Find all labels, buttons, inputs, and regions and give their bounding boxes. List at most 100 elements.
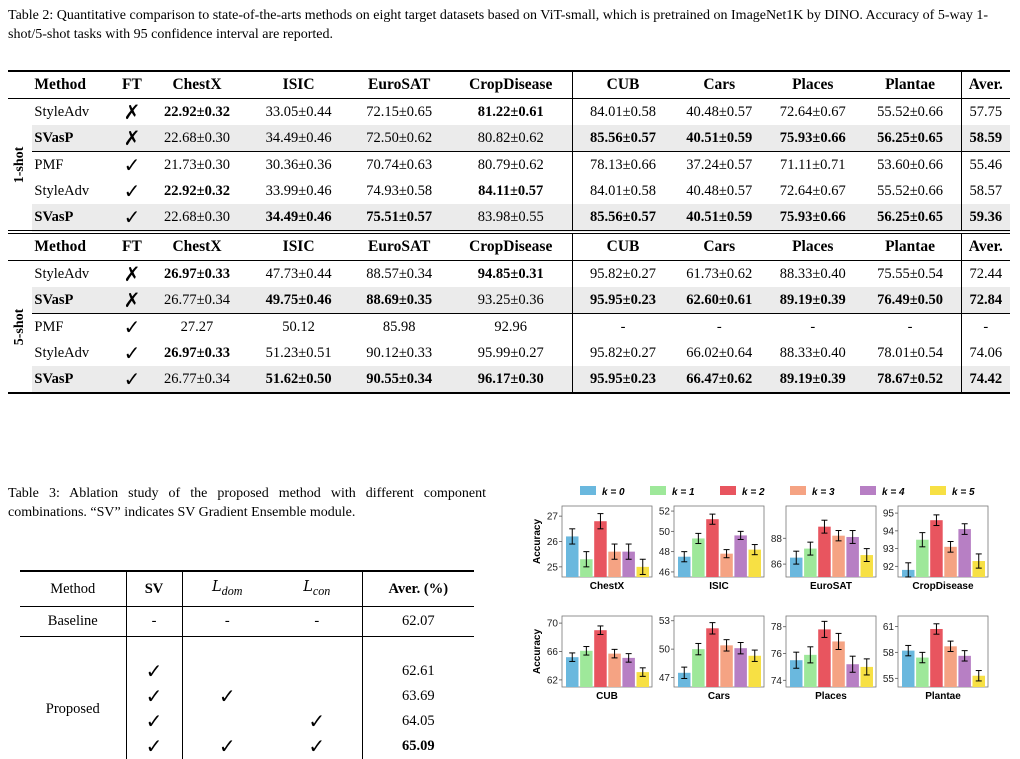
ablation-table: Method SV Ldom Lcon Aver. (%) Baseline -… [20,570,474,759]
bar [734,535,747,577]
table2-row: SVasP ✗ 22.68±0.30 34.49±0.46 72.50±0.62 80.8… [8,125,1010,152]
header-places: Places [792,76,834,93]
header-method: Method [34,238,87,255]
y-tick-label: 55 [883,674,895,685]
bar [944,646,957,687]
table2-header-row: Method FT ChestX ISIC EuroSAT CropDisease CUB C… [8,71,1010,99]
p2-sv: ✓ [126,709,183,734]
value-cell: 30.36±0.36 [248,152,350,179]
shot-group-label: 5-shot [8,261,32,394]
value-cell: 88.33±0.40 [766,340,859,366]
value-cell: 72.50±0.62 [349,125,449,152]
value-text: 34.49±0.46 [265,208,332,225]
bar [748,655,761,687]
value-cell: 57.75 [960,98,1010,125]
header-ft: FT [122,238,142,255]
value-cell: 95.82±0.27 [572,340,673,366]
value-cell: 92.96 [449,314,573,341]
value-text: 89.19±0.39 [779,370,846,387]
ft-mark: ✓ [117,366,147,393]
value-cell: 72.15±0.65 [349,99,449,126]
value-cell: - [673,314,766,341]
y-tick-label: 58 [883,648,895,659]
method-cell: SVasP [32,366,118,393]
value-text: 58.59 [969,129,1003,146]
value-cell: 74.42 [960,366,1010,393]
header-places: Places [792,238,834,255]
value-cell: 85.56±0.57 [572,125,673,152]
value-text: 74.93±0.58 [366,182,433,199]
ft-mark: ✓ [123,154,141,177]
value-cell: 84.11±0.57 [449,178,573,204]
bar [860,555,873,577]
panel-title: Cars [708,691,731,702]
value-cell: 58.59 [960,125,1010,152]
value-cell: 40.51±0.59 [672,125,767,152]
value-cell: 26.77±0.34 [146,366,248,393]
value-text: 78.13±0.66 [590,156,656,173]
value-cell: - [572,313,673,340]
value-cell: 88.33±0.40 [766,261,859,288]
bar [818,526,831,577]
value-cell: 33.99±0.46 [248,178,350,204]
ft-mark: ✓ [123,180,141,203]
value-text: 37.24±0.57 [686,156,753,173]
value-cell: 55.46 [960,151,1010,178]
y-axis-label: Accuracy [532,519,543,564]
value-text: 72.50±0.62 [366,129,433,146]
col-ldom: Ldom [182,571,272,607]
legend-swatch [580,486,596,495]
baseline-aver: 62.07 [401,613,435,629]
value-text: 80.79±0.62 [477,156,544,173]
bar [846,664,859,687]
value-text: 95.95±0.23 [590,291,656,308]
value-text: 81.22±0.61 [477,103,544,120]
value-text: 55.52±0.66 [877,182,944,199]
value-text: 92.96 [494,318,528,335]
value-cell: - [860,314,962,341]
value-text: 84.01±0.58 [590,182,656,199]
value-cell: 51.23±0.51 [248,340,350,366]
script-l-con: L [303,579,313,596]
value-text: 78.67±0.52 [877,370,944,387]
panel-title: Places [815,691,847,702]
value-text: 22.68±0.30 [164,208,230,225]
value-text: 56.25±0.65 [877,129,944,146]
value-text: 34.49±0.46 [265,129,332,146]
header-cub: CUB [572,71,673,99]
table2-caption: Table 2: Quantitative comparison to stat… [8,8,988,42]
value-text: 74.42 [969,370,1003,387]
value-text: 75.93±0.66 [779,208,846,225]
value-cell: 78.01±0.54 [860,340,962,366]
bar [846,536,859,577]
legend-label: k = 5 [952,487,975,498]
bar [930,520,943,577]
header-blank [8,71,32,99]
header-method: Method [34,76,87,93]
bar [790,660,803,687]
value-cell: 70.74±0.63 [349,152,449,179]
value-text: 26.77±0.34 [164,291,230,308]
proposed-label: Proposed [20,659,127,759]
panel-title: CropDisease [912,581,974,592]
value-cell: 72.84 [960,287,1010,314]
value-text: 88.33±0.40 [779,265,846,282]
value-text: 88.69±0.35 [366,291,433,308]
p0-aver: 62.61 [401,663,435,679]
y-tick-label: 86 [771,560,783,571]
value-text: 50.12 [282,318,315,335]
value-cell: 66.02±0.64 [673,340,766,366]
method-cell: SVasP [32,204,118,232]
header-cub: CUB [572,232,673,261]
p2-dom [182,709,272,734]
header-ft: FT [122,76,142,93]
bar [804,654,817,687]
y-tick-label: 62 [547,675,559,686]
panel-title: Plantae [925,691,961,702]
value-text: 83.98±0.55 [477,208,544,225]
y-tick-label: 76 [771,649,783,660]
value-cell: 75.51±0.57 [349,204,449,232]
legend-swatch [650,486,666,495]
value-text: - [983,318,989,335]
method-cell: StyleAdv [34,103,90,120]
